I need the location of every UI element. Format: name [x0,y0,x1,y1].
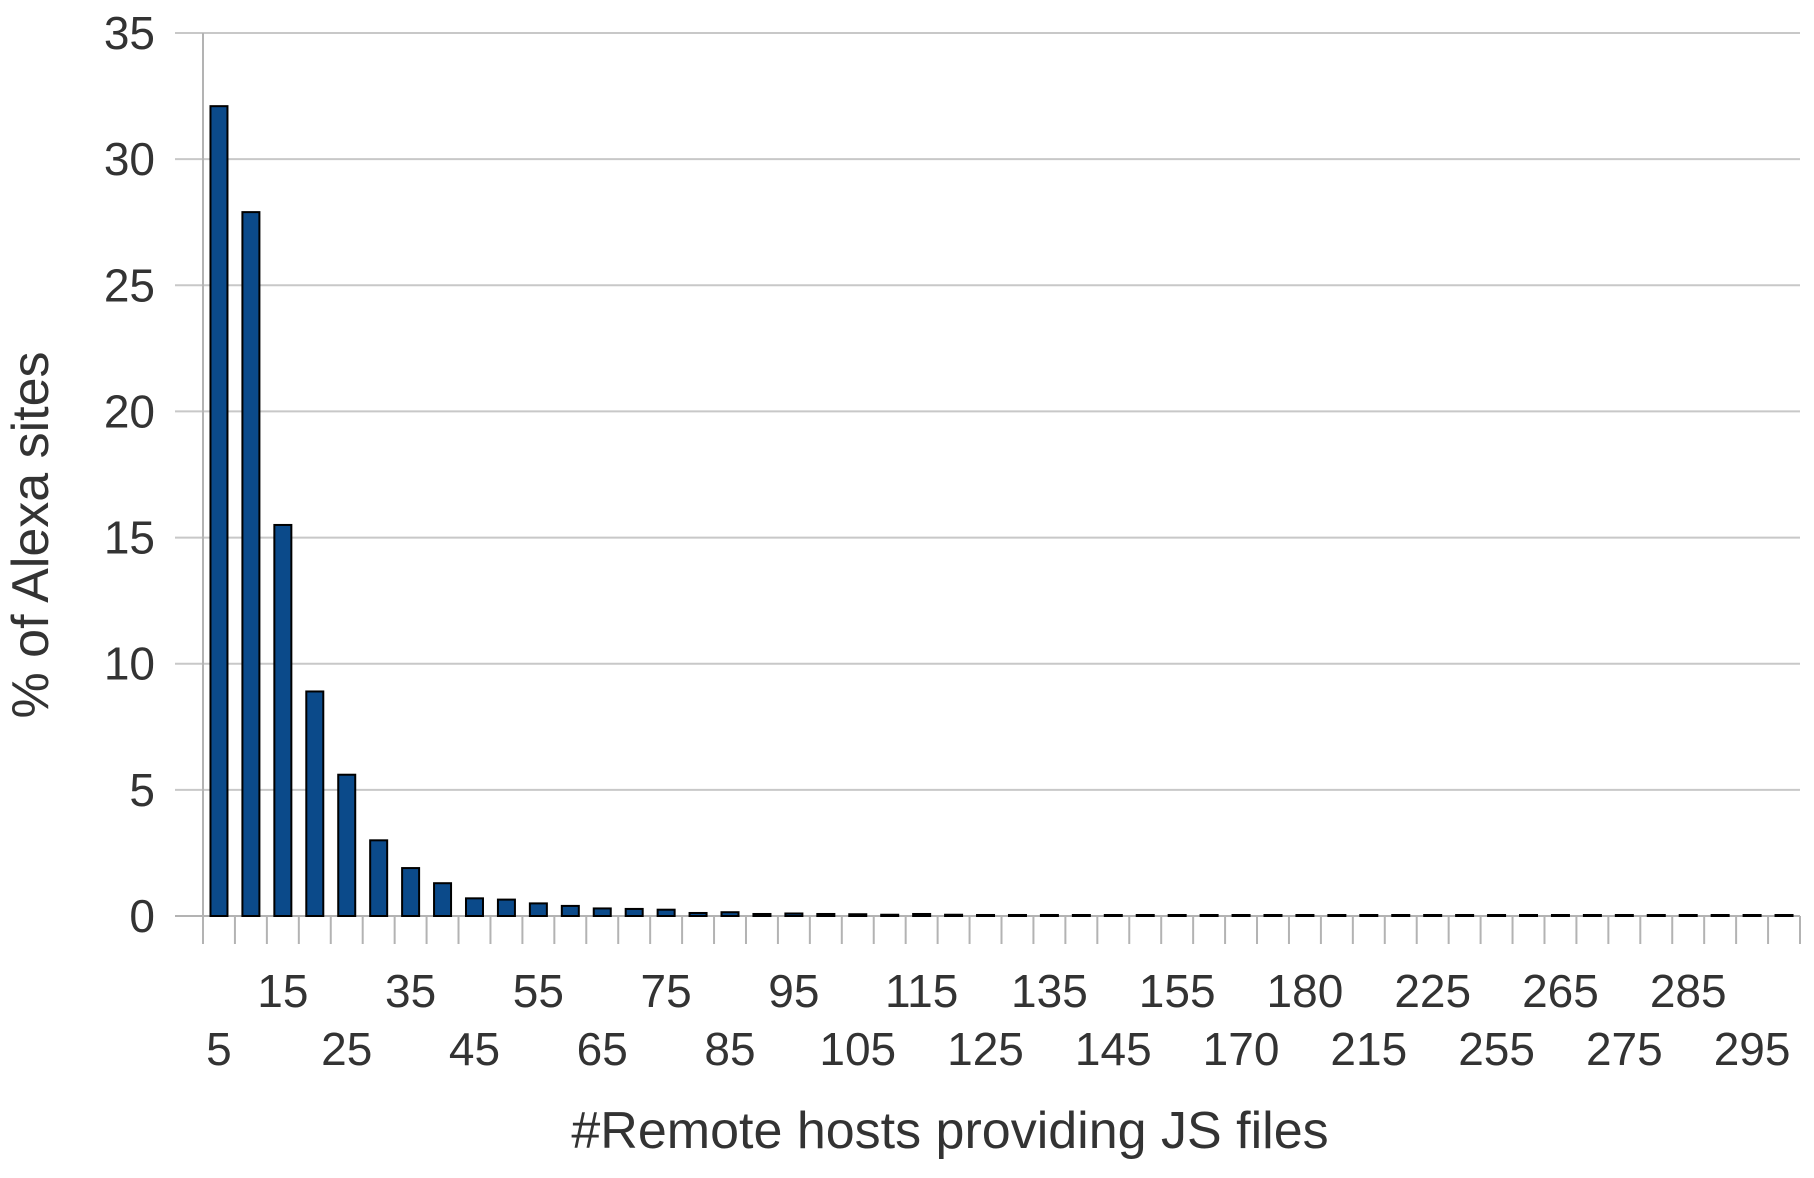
bar [880,913,900,918]
x-tick-label: 105 [819,1023,896,1075]
x-tick-label: 75 [641,965,692,1017]
bar [369,839,389,917]
bar [976,913,996,917]
bar [848,913,868,918]
bar [209,105,229,918]
y-tick-label: 25 [104,259,155,311]
x-tick-label: 255 [1458,1023,1535,1075]
bar [624,907,644,917]
bar [720,911,740,917]
bar [1678,914,1698,917]
x-tick-label: 295 [1714,1023,1791,1075]
y-tick-label: 5 [129,764,155,816]
bars [209,105,1794,918]
bar [1487,914,1507,917]
bar [656,908,676,918]
bar [912,912,932,917]
bar [1391,914,1411,917]
x-tick-label: 275 [1586,1023,1663,1075]
bar [1039,913,1059,917]
x-tick-label: 115 [885,965,958,1017]
bar [433,882,453,918]
bar [273,523,293,917]
y-tick-label: 35 [104,7,155,59]
x-tick-label: 15 [257,965,308,1017]
x-tick-label: 285 [1650,965,1727,1017]
y-tick-label: 10 [104,638,155,690]
x-tick-label: 5 [206,1023,232,1075]
bar [1199,914,1219,917]
bar [1423,914,1443,917]
bar [496,898,516,918]
bar [1231,914,1251,917]
x-tick-label: 65 [577,1023,628,1075]
x-tick-label: 215 [1330,1023,1407,1075]
bar [1263,914,1283,917]
y-tick-label: 20 [104,385,155,437]
x-tick-label: 95 [768,965,819,1017]
x-axis-title: #Remote hosts providing JS files [571,1102,1328,1160]
bar [464,897,484,918]
bar [1774,914,1794,917]
x-tick-label: 170 [1203,1023,1280,1075]
bar [1646,914,1666,917]
bar [401,867,421,918]
x-tick-label: 85 [704,1023,755,1075]
bar [944,913,964,918]
x-tick-label: 145 [1075,1023,1152,1075]
bar [1007,913,1027,917]
x-tick-label: 55 [513,965,564,1017]
x-tick-label: 265 [1522,965,1599,1017]
y-tick-label: 30 [104,133,155,185]
bar [1614,914,1634,917]
x-tick-label: 35 [385,965,436,1017]
x-tick-label: 45 [449,1023,500,1075]
x-tick-labels: 5 25 45 65 85 105 125 145 170 215 255 275 295 15 35 55 7… [206,965,1790,1075]
bar [688,911,708,918]
x-tick-label: 180 [1267,965,1344,1017]
bar [784,912,804,918]
y-axis-title: % of Alexa sites [2,351,60,718]
bar [1455,914,1475,917]
x-tick-label: 125 [947,1023,1024,1075]
bar [1710,914,1730,917]
bar [1071,914,1091,917]
axes [175,33,1801,944]
bar [1582,914,1602,917]
bar [1550,914,1570,917]
x-tick-label: 155 [1139,965,1216,1017]
x-tick-label: 25 [321,1023,372,1075]
bar [1519,914,1539,917]
bar [241,211,261,917]
bar [816,912,836,917]
bar [1295,914,1315,917]
bar [560,904,580,917]
bar [1135,914,1155,917]
bar [337,773,357,917]
bar [1327,914,1347,917]
bar [752,912,772,917]
x-tick-label: 135 [1011,965,1088,1017]
x-tick-label: 225 [1394,965,1471,1017]
bar [1359,914,1379,917]
bar [528,902,548,918]
y-tick-label: 0 [129,890,155,942]
y-tick-labels: 0 5 10 15 20 25 30 35 [104,7,155,942]
bar [1742,914,1762,917]
bar [1103,914,1123,917]
bar [1167,914,1187,917]
grid-lines [175,32,1800,791]
bar [305,690,325,917]
bar [592,907,612,918]
y-tick-label: 15 [104,512,155,564]
